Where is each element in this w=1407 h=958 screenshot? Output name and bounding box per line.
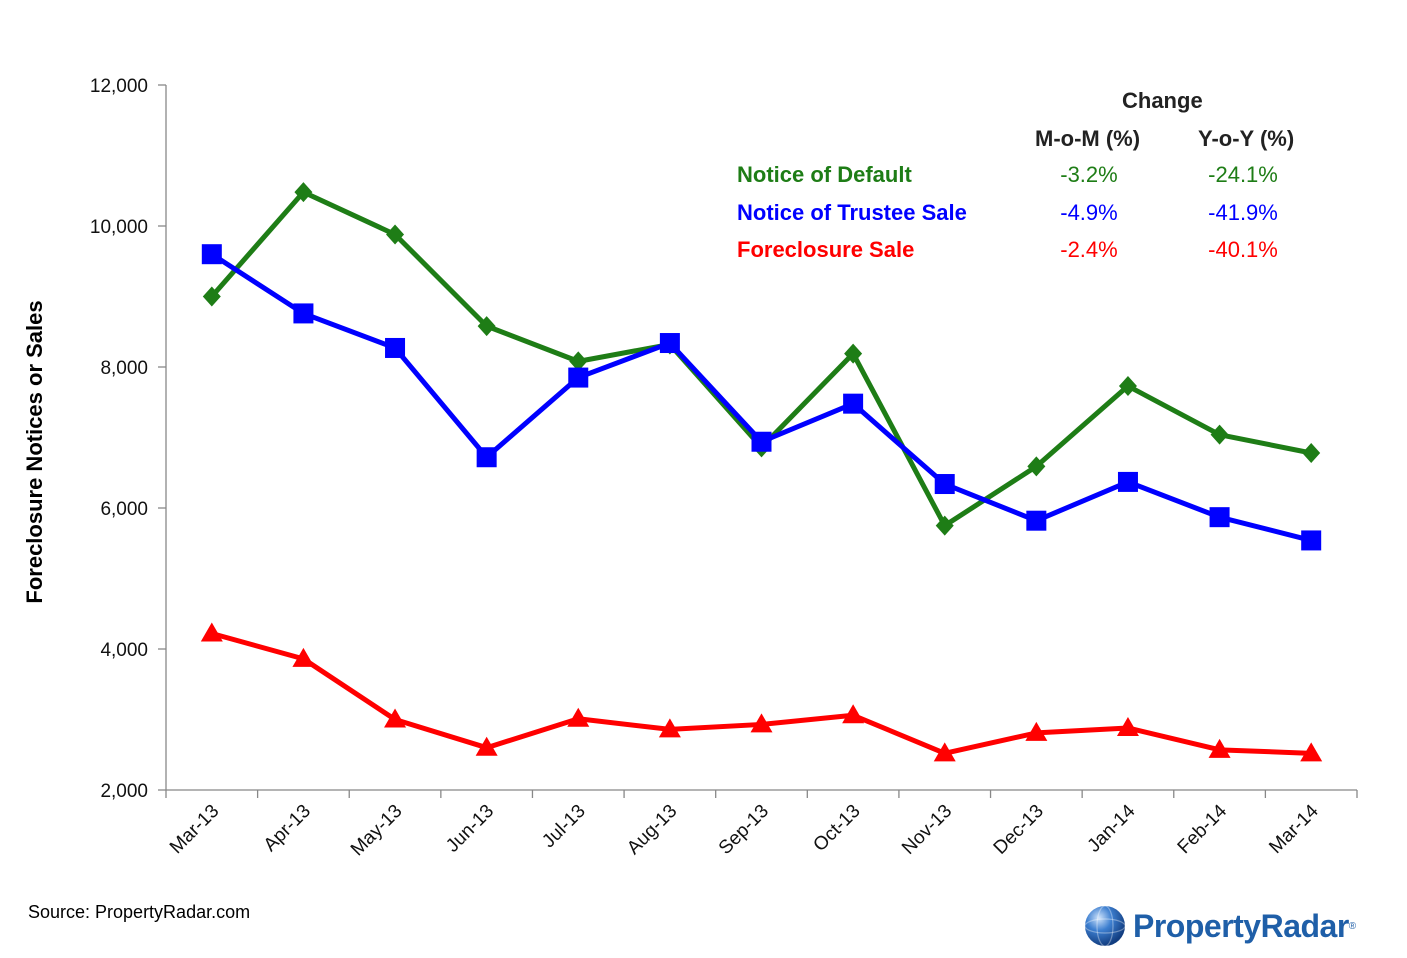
point-foreclosure-sale-8 bbox=[933, 742, 956, 762]
point-notice-of-trustee-sale-1 bbox=[293, 303, 314, 324]
point-notice-of-default-0 bbox=[202, 286, 221, 307]
y-tick-label: 2,000 bbox=[100, 781, 148, 802]
point-foreclosure-sale-10 bbox=[1116, 716, 1139, 736]
point-foreclosure-sale-12 bbox=[1300, 742, 1323, 762]
point-notice-of-trustee-sale-11 bbox=[1209, 507, 1230, 528]
point-notice-of-default-2 bbox=[386, 224, 405, 245]
row-default-yoy: -24.1% bbox=[1208, 162, 1278, 187]
point-notice-of-default-12 bbox=[1302, 443, 1321, 464]
y-tick-label: 4,000 bbox=[100, 640, 148, 661]
x-tick-label: Nov-13 bbox=[898, 801, 956, 859]
row-trustee-mom: -4.9% bbox=[1060, 200, 1118, 225]
change-table-mom-header: M-o-M (%) bbox=[1035, 126, 1141, 151]
series-group bbox=[200, 182, 1323, 762]
row-trustee-yoy: -41.9% bbox=[1208, 200, 1278, 225]
x-tick-label: Feb-14 bbox=[1174, 800, 1232, 858]
point-notice-of-trustee-sale-3 bbox=[476, 447, 497, 468]
point-foreclosure-sale-9 bbox=[1025, 721, 1048, 741]
point-foreclosure-sale-7 bbox=[842, 704, 865, 724]
change-table-yoy-header: Y-o-Y (%) bbox=[1198, 126, 1295, 151]
row-trustee-name: Notice of Trustee Sale bbox=[737, 200, 967, 225]
point-notice-of-default-9 bbox=[1027, 456, 1046, 477]
point-foreclosure-sale-1 bbox=[292, 647, 315, 667]
point-notice-of-default-11 bbox=[1210, 424, 1229, 445]
x-tick-label: Mar-13 bbox=[166, 801, 223, 858]
point-notice-of-trustee-sale-8 bbox=[934, 474, 955, 495]
point-notice-of-trustee-sale-9 bbox=[1026, 510, 1047, 531]
point-notice-of-trustee-sale-0 bbox=[201, 244, 222, 265]
point-foreclosure-sale-0 bbox=[200, 622, 223, 642]
point-notice-of-trustee-sale-2 bbox=[385, 337, 406, 358]
logo-text: PropertyRadar bbox=[1133, 907, 1349, 944]
row-default-mom: -3.2% bbox=[1060, 162, 1118, 187]
point-notice-of-default-10 bbox=[1118, 376, 1137, 397]
y-axis-label: Foreclosure Notices or Sales bbox=[22, 300, 47, 603]
point-notice-of-default-3 bbox=[477, 316, 496, 337]
point-notice-of-default-4 bbox=[569, 351, 588, 372]
x-tick-label: Mar-14 bbox=[1265, 800, 1323, 858]
x-tick-label: Dec-13 bbox=[990, 801, 1048, 859]
y-tick-label: 12,000 bbox=[90, 76, 148, 97]
change-table-title: Change bbox=[1122, 88, 1203, 113]
y-tick-labels: 2,000 4,000 6,000 8,000 10,000 12,000 bbox=[90, 76, 148, 802]
row-sale-yoy: -40.1% bbox=[1208, 237, 1278, 262]
point-foreclosure-sale-3 bbox=[475, 736, 498, 756]
point-foreclosure-sale-4 bbox=[567, 707, 590, 727]
point-notice-of-default-8 bbox=[935, 515, 954, 536]
y-tick-label: 6,000 bbox=[100, 499, 148, 520]
logo-trademark: ® bbox=[1348, 920, 1357, 932]
source-note: Source: PropertyRadar.com bbox=[28, 902, 251, 922]
property-radar-logo: PropertyRadar ® bbox=[1083, 902, 1356, 950]
x-tick-label: Apr-13 bbox=[260, 801, 315, 856]
globe-icon bbox=[1084, 905, 1126, 947]
point-notice-of-trustee-sale-5 bbox=[659, 333, 680, 354]
x-tick-label: Jan-14 bbox=[1084, 800, 1140, 856]
point-notice-of-default-1 bbox=[294, 182, 313, 203]
x-tick-label: May-13 bbox=[347, 801, 407, 861]
point-notice-of-trustee-sale-12 bbox=[1301, 530, 1322, 551]
axes bbox=[158, 84, 1358, 798]
point-notice-of-trustee-sale-10 bbox=[1117, 471, 1138, 492]
row-sale-name: Foreclosure Sale bbox=[737, 237, 915, 262]
x-tick-label: Sep-13 bbox=[715, 801, 773, 859]
series-line-foreclosure-sale bbox=[211, 631, 1312, 756]
point-notice-of-default-7 bbox=[844, 343, 863, 364]
row-default-name: Notice of Default bbox=[737, 162, 912, 187]
point-notice-of-trustee-sale-4 bbox=[568, 367, 589, 388]
x-tick-label: Jun-13 bbox=[442, 801, 498, 857]
point-foreclosure-sale-2 bbox=[384, 708, 407, 728]
point-foreclosure-sale-5 bbox=[658, 718, 681, 738]
y-tick-label: 8,000 bbox=[100, 358, 148, 379]
x-tick-label: Oct-13 bbox=[809, 801, 864, 856]
x-tick-labels: Mar-13 Apr-13 May-13 Jun-13 Jul-13 Aug-13 Sep-… bbox=[166, 800, 1323, 860]
row-sale-mom: -2.4% bbox=[1060, 237, 1118, 262]
point-foreclosure-sale-6 bbox=[750, 713, 773, 733]
x-tick-label: Aug-13 bbox=[623, 801, 681, 859]
point-notice-of-trustee-sale-6 bbox=[751, 431, 772, 452]
x-tick-label: Jul-13 bbox=[538, 801, 589, 852]
point-foreclosure-sale-11 bbox=[1208, 738, 1231, 758]
point-notice-of-trustee-sale-7 bbox=[843, 393, 864, 414]
y-tick-label: 10,000 bbox=[90, 217, 148, 238]
